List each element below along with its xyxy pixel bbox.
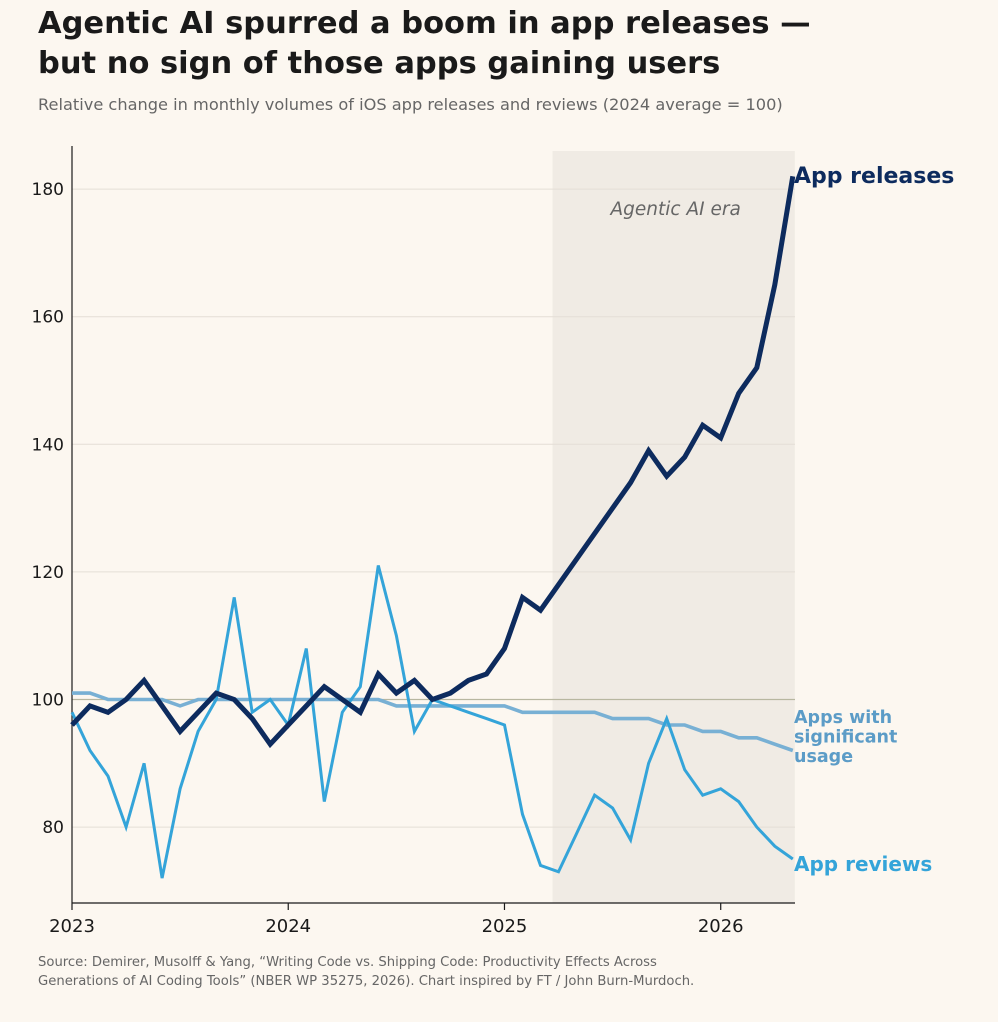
y-tick-label-100: 100: [32, 691, 64, 711]
x-tick-label-2025: 2025: [482, 916, 528, 937]
y-tick-label-120: 120: [32, 563, 64, 583]
series-label-significant-line-3: usage: [794, 747, 853, 767]
chart-title: Agentic AI spurred a boom in app release…: [38, 4, 978, 84]
series-line-apps-with-significant-usage: [72, 691, 794, 753]
chart-title-line-2: but no sign of those apps gaining users: [38, 46, 721, 81]
series-label-significant-line-2: significant: [794, 728, 897, 748]
series-line-app-releases: [70, 175, 796, 749]
source-line-2: Generations of AI Coding Tools” (NBER WP…: [38, 974, 695, 989]
series-lines: [70, 175, 796, 879]
y-tick-label-180: 180: [32, 180, 64, 200]
series-label-app-reviews: App reviews: [794, 852, 932, 876]
x-axis: 2023 2024 2025 2026: [49, 146, 795, 937]
x-tick-label-2023: 2023: [49, 916, 95, 937]
y-tick-label-160: 160: [32, 308, 64, 328]
chart-title-line-1: Agentic AI spurred a boom in app release…: [38, 6, 811, 41]
x-tick-label-2026: 2026: [698, 916, 744, 937]
agentic-ai-era-band: [552, 151, 795, 903]
series-labels: App releases Apps with significant usage…: [794, 164, 954, 876]
y-tick-label-140: 140: [32, 435, 64, 455]
y-axis: 80 100 120 140 160 180: [32, 180, 64, 838]
x-tick-label-2024: 2024: [265, 916, 311, 937]
agentic-ai-era-label: Agentic AI era: [610, 199, 741, 220]
y-tick-label-80: 80: [42, 818, 64, 838]
chart-subtitle: Relative change in monthly volumes of iO…: [38, 95, 783, 114]
gridlines: [72, 188, 795, 828]
source-note: Source: Demirer, Musolff & Yang, “Writin…: [38, 953, 958, 991]
series-label-apps-with-significant-usage: Apps with significant usage: [794, 708, 903, 767]
source-line-1: Source: Demirer, Musolff & Yang, “Writin…: [38, 955, 657, 970]
series-label-app-releases: App releases: [794, 164, 954, 189]
series-label-significant-line-1: Apps with: [794, 708, 892, 728]
